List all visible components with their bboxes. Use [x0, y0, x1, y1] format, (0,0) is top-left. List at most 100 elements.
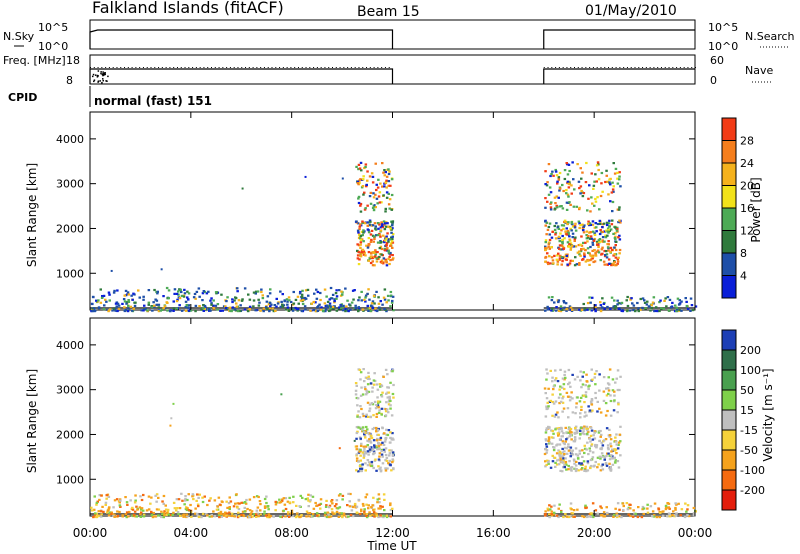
freq-dot: [139, 67, 141, 68]
data-cell: [197, 496, 200, 499]
data-cell: [152, 511, 155, 515]
data-cell: [578, 208, 581, 211]
data-cell: [319, 498, 323, 501]
data-cell: [374, 250, 377, 253]
freq-dot: [339, 67, 341, 68]
data-cell: [333, 505, 337, 508]
data-cell: [388, 452, 392, 455]
data-cell: [377, 400, 380, 403]
data-cell: [609, 468, 613, 471]
data-cell: [325, 515, 329, 519]
data-cell: [375, 309, 379, 313]
data-cell: [369, 224, 372, 227]
data-cell: [579, 429, 582, 432]
data-cell: [384, 438, 387, 441]
data-cell: [157, 306, 161, 309]
data-cell: [365, 493, 369, 496]
data-cell: [356, 511, 359, 515]
data-cell: [581, 258, 584, 261]
data-cell: [377, 222, 380, 225]
data-cell: [355, 448, 358, 451]
data-cell: [666, 515, 669, 518]
data-cell: [358, 179, 361, 182]
colorbar-tick-label: -100: [740, 464, 765, 477]
data-cell: [108, 299, 111, 302]
data-cell: [374, 512, 378, 515]
data-cell: [388, 397, 391, 400]
data-cell: [366, 401, 370, 404]
data-cell: [93, 310, 96, 313]
data-cell: [569, 427, 573, 431]
data-cell: [384, 368, 388, 371]
data-cell: [112, 307, 116, 310]
data-cell: [261, 297, 265, 300]
data-cell: [547, 262, 550, 266]
data-cell: [366, 450, 370, 453]
data-cell: [329, 305, 333, 308]
data-cell: [384, 447, 388, 450]
data-cell: [556, 260, 560, 263]
data-cell: [387, 391, 391, 394]
data-cell: [256, 290, 260, 293]
data-cell: [584, 260, 588, 263]
data-cell: [362, 453, 366, 456]
x-tick-label: 20:00: [577, 526, 612, 540]
data-cell: [169, 424, 172, 427]
data-cell: [547, 405, 550, 408]
data-cell: [194, 512, 197, 515]
data-cell: [367, 243, 370, 246]
data-cell: [552, 402, 556, 405]
data-cell: [601, 468, 605, 471]
data-cell: [185, 304, 189, 307]
data-cell: [205, 292, 209, 295]
data-cell: [561, 260, 564, 263]
data-cell: [559, 368, 562, 371]
freq-dot: [634, 67, 636, 68]
data-cell: [565, 431, 569, 435]
data-cell: [574, 438, 577, 441]
data-cell: [142, 513, 146, 516]
data-cell: [98, 494, 101, 497]
data-cell: [389, 253, 392, 256]
data-cell: [545, 405, 548, 408]
freq-tick-bottom: 8: [66, 74, 73, 87]
data-cell: [562, 459, 565, 462]
data-cell: [558, 236, 561, 240]
data-cell: [179, 288, 182, 292]
data-cell: [340, 307, 343, 310]
data-cell: [616, 460, 620, 463]
data-cell: [601, 455, 604, 458]
data-cell: [358, 368, 362, 371]
data-cell: [136, 508, 139, 511]
data-cell: [597, 178, 601, 181]
data-cell: [151, 309, 154, 312]
data-cell: [125, 301, 128, 304]
data-cell: [613, 299, 616, 302]
data-cell: [603, 240, 606, 243]
freq-dot: [101, 78, 104, 80]
data-cell: [599, 194, 603, 198]
data-cell: [361, 308, 365, 311]
freq-dot: [135, 67, 137, 68]
data-cell: [614, 507, 617, 510]
data-cell: [369, 440, 372, 443]
data-cell: [373, 237, 376, 240]
data-cell: [381, 162, 384, 165]
data-cell: [618, 178, 621, 181]
freq-dot: [362, 67, 364, 68]
data-cell: [555, 514, 559, 517]
data-cell: [556, 180, 559, 183]
data-cell: [161, 308, 164, 311]
data-cell: [243, 510, 247, 513]
data-cell: [546, 401, 549, 404]
data-cell: [562, 407, 566, 410]
data-cell: [359, 210, 363, 213]
data-cell: [560, 510, 563, 513]
data-cell: [601, 463, 605, 466]
data-cell: [231, 300, 234, 304]
data-cell: [196, 503, 200, 506]
data-cell: [127, 307, 130, 310]
data-cell: [600, 182, 603, 185]
data-cell: [391, 221, 394, 224]
data-cell: [554, 168, 557, 172]
